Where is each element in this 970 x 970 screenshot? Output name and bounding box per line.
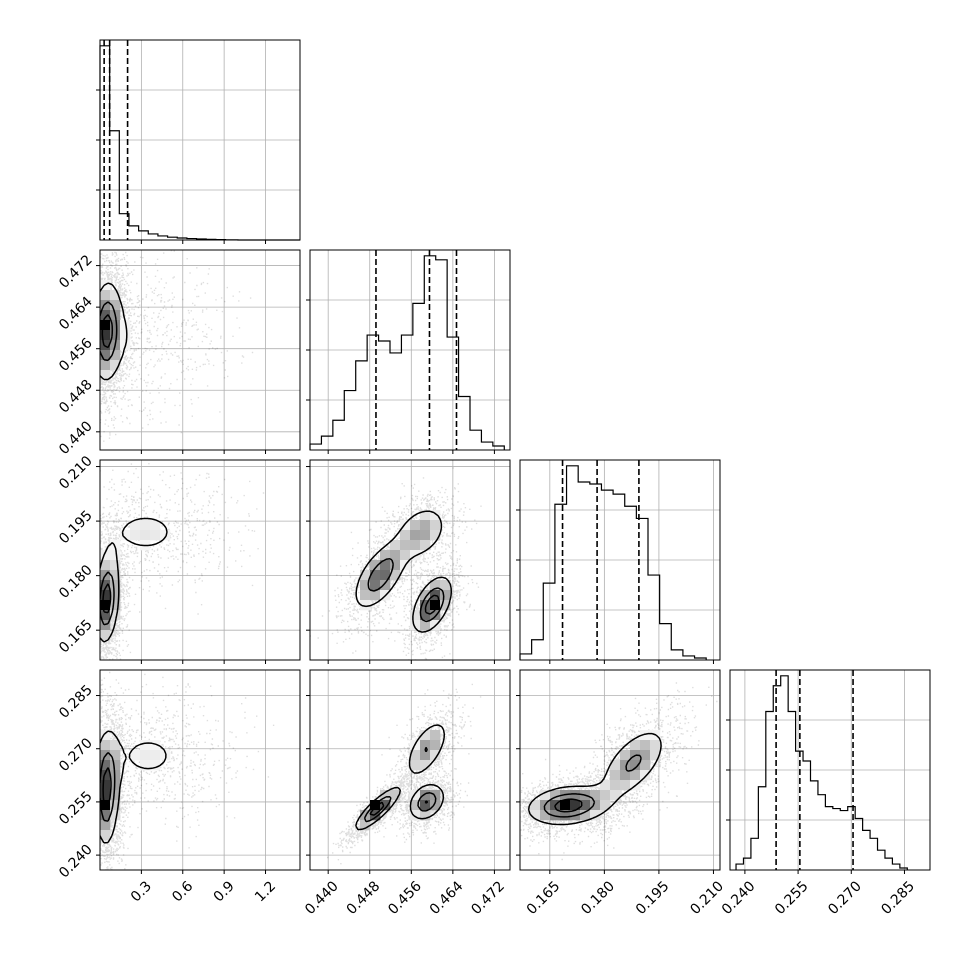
contour-level-1 (100, 730, 167, 844)
histogram-panel-3 (516, 459, 721, 661)
y-tick-label: 0.285 (56, 682, 96, 722)
scatter-points (327, 683, 482, 865)
x-tick-label: 0.285 (878, 878, 918, 918)
y-tick-label: 0.270 (56, 735, 96, 775)
contour-level-2 (363, 746, 437, 823)
density-shading (360, 730, 441, 831)
histogram-panel-2 (306, 249, 511, 451)
contour-level-3 (102, 767, 112, 808)
scatter-points (100, 671, 275, 870)
y-tick-label: 0.448 (56, 377, 96, 417)
x-tick-label: 0.456 (385, 878, 425, 918)
contour-level-1 (100, 517, 168, 643)
histogram-panel-4 (726, 669, 931, 871)
x-tick-label: 0.255 (772, 878, 812, 918)
x-tick-label: 0.180 (578, 878, 618, 918)
density-peak (430, 600, 440, 610)
y-tick-label: 0.165 (56, 617, 96, 657)
histogram-3 (519, 465, 707, 660)
scatter-panel-2-3 (309, 459, 511, 661)
scatter-panel-2-4 (309, 669, 511, 871)
axes-frame (99, 459, 301, 661)
x-tick-label: 0.472 (468, 878, 508, 918)
histogram-panel-1 (96, 39, 301, 241)
contour-level-3 (554, 798, 583, 813)
scatter-panel-3-4 (519, 669, 721, 871)
density-peak (100, 800, 110, 810)
contour-level-3 (369, 800, 429, 816)
scatter-panel-1-4 (99, 669, 301, 871)
x-tick-label: 0.195 (633, 878, 673, 918)
axes-frame (99, 669, 301, 871)
x-tick-label: 0.3 (128, 878, 155, 905)
axes-frame (519, 669, 721, 871)
density-shading (360, 510, 451, 631)
x-tick-label: 0.448 (344, 878, 384, 918)
scatter-panel-1-3 (99, 459, 301, 661)
contour-level-2 (367, 558, 445, 623)
x-tick-label: 0.270 (825, 878, 865, 918)
x-tick-label: 0.240 (719, 878, 759, 918)
density-peak (560, 800, 570, 810)
histogram-4 (735, 675, 908, 870)
histogram-1 (99, 45, 300, 241)
axes-frame (309, 669, 511, 871)
contour-level-2 (543, 754, 642, 818)
scatter-panel-1-2 (99, 249, 301, 451)
x-tick-label: 0.210 (687, 878, 727, 918)
contour-level-3 (101, 314, 114, 349)
axes-frame (99, 249, 301, 451)
contour-level-3 (424, 594, 440, 615)
y-tick-label: 0.472 (56, 252, 96, 292)
y-tick-label: 0.210 (56, 453, 96, 493)
axes-frame (729, 669, 931, 871)
histogram-2 (309, 255, 505, 450)
scatter-points (100, 463, 265, 660)
y-tick-label: 0.255 (56, 788, 96, 828)
x-tick-label: 0.440 (302, 878, 342, 918)
y-tick-label: 0.440 (56, 418, 96, 458)
x-tick-label: 0.6 (169, 878, 196, 905)
y-tick-label: 0.456 (56, 335, 96, 375)
density-peak (100, 320, 110, 330)
x-tick-label: 1.2 (252, 878, 279, 905)
y-tick-label: 0.464 (56, 294, 96, 334)
x-tick-label: 0.165 (524, 878, 564, 918)
axes-frame (309, 459, 511, 661)
scatter-points (100, 250, 254, 442)
contour-level-1 (527, 732, 662, 826)
contour-level-1 (100, 282, 128, 381)
axes-frame (309, 249, 511, 451)
axes-frame (99, 39, 301, 241)
contour-level-3 (102, 583, 112, 614)
x-tick-label: 0.464 (427, 878, 467, 918)
density-peak (100, 600, 110, 610)
contour-level-1 (355, 724, 446, 831)
y-tick-label: 0.240 (56, 842, 96, 882)
y-tick-label: 0.180 (56, 562, 96, 602)
y-tick-label: 0.195 (56, 508, 96, 548)
axes-frame (519, 459, 721, 661)
x-tick-label: 0.9 (211, 878, 238, 905)
contour-level-1 (355, 510, 453, 633)
